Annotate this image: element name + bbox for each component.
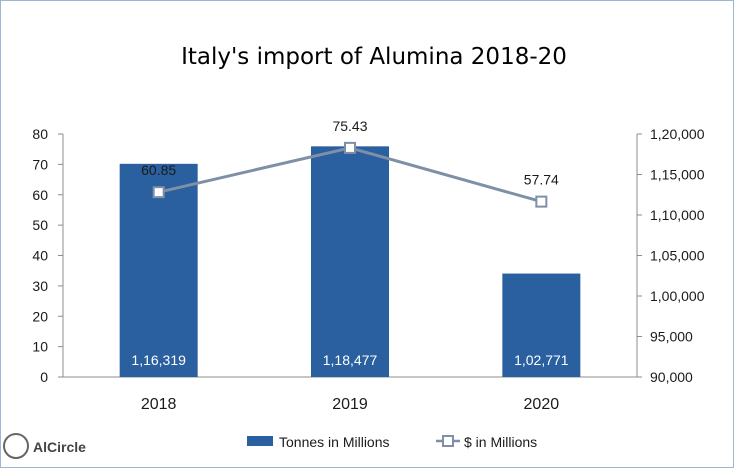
- x-tick-label: 2019: [332, 396, 368, 413]
- logo-text: AlCircle: [33, 439, 86, 455]
- bar-data-label: 1,16,319: [131, 352, 186, 368]
- right-tick-label: 1,05,000: [650, 248, 705, 264]
- line-point: [344, 141, 356, 154]
- right-tick-label: 95,000: [650, 329, 693, 345]
- bar-series: 1,16,319 1,18,477 1,02,771: [119, 146, 581, 377]
- x-axis-ticks: 2018 2019 2020: [141, 396, 559, 413]
- bar: [311, 146, 389, 377]
- bar: [119, 163, 198, 377]
- left-tick-label: 20: [32, 308, 48, 324]
- bar-data-label: 1,02,771: [514, 352, 569, 368]
- right-tick-label: 1,15,000: [650, 167, 705, 183]
- x-tick-label: 2018: [141, 396, 177, 413]
- line-data-label: 60.85: [141, 162, 176, 178]
- right-tick-label: 1,00,000: [650, 288, 705, 304]
- left-tick-label: 40: [32, 248, 48, 264]
- legend-bar-swatch: [247, 436, 273, 446]
- legend: Tonnes in Millions $ in Millions: [247, 434, 537, 450]
- left-tick-label: 0: [40, 369, 48, 385]
- x-tick-label: 2020: [524, 396, 560, 413]
- right-tick-label: 1,10,000: [650, 207, 705, 223]
- line-point: [152, 186, 165, 199]
- right-tick-label: 90,000: [650, 369, 693, 385]
- left-tick-label: 70: [32, 156, 48, 172]
- left-tick-label: 60: [32, 187, 48, 203]
- right-tick-label: 1,20,000: [650, 126, 705, 142]
- legend-line-marker: [442, 435, 454, 447]
- right-axis-ticks: 90,000 95,000 1,00,000 1,05,000 1,10,000 1,15…: [637, 126, 705, 385]
- line-point: [535, 195, 548, 208]
- logo-ring: [3, 433, 29, 459]
- line-data-label: 57.74: [524, 172, 559, 188]
- bar-data-label: 1,18,477: [323, 352, 378, 368]
- chart-title: Italy's import of Alumina 2018-20: [181, 44, 567, 70]
- left-tick-label: 50: [32, 217, 48, 233]
- alcircle-logo: AlCircle: [3, 433, 86, 459]
- legend-line-label: $ in Millions: [464, 434, 537, 450]
- legend-bar-label: Tonnes in Millions: [279, 434, 390, 450]
- left-axis-ticks: 0 10 20 30 40 50 60 70 80: [32, 126, 63, 385]
- left-tick-label: 80: [32, 126, 48, 142]
- line-data-label: 75.43: [332, 118, 367, 134]
- left-tick-label: 30: [32, 278, 48, 294]
- bar: [502, 273, 581, 377]
- left-tick-label: 10: [32, 339, 48, 355]
- line-series: 60.85 75.43 57.74: [141, 118, 559, 208]
